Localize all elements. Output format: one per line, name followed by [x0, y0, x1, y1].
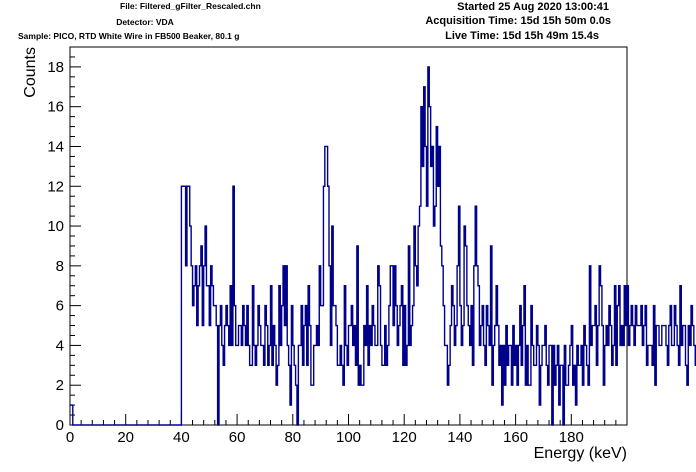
detector-label: Detector: VDA — [116, 17, 174, 27]
y-tick-label: 0 — [56, 417, 64, 434]
acquisition-time-label: Acquisition Time: 15d 15h 50m 0.0s — [425, 15, 611, 27]
x-tick-label: 180 — [559, 429, 584, 446]
y-tick-label: 2 — [56, 377, 64, 394]
sample-label: Sample: PICO, RTD White Wire in FB500 Be… — [18, 31, 240, 41]
y-tick-label: 6 — [56, 298, 64, 315]
y-tick-label: 12 — [47, 178, 64, 195]
axis-tick-labels: 0 20 40 60 80 100 120 140 160 180 0 2 4 6 8 10 12 14 16 18 — [47, 59, 584, 446]
y-tick-label: 14 — [47, 138, 64, 155]
x-axis-title: Energy (keV) — [534, 445, 627, 462]
file-name-label: File: Filtered_gFilter_Rescaled.chn — [120, 1, 261, 11]
y-tick-label: 8 — [56, 258, 64, 275]
x-tick-label: 0 — [66, 429, 74, 446]
y-tick-label: 4 — [56, 337, 64, 354]
x-tick-label: 120 — [392, 429, 417, 446]
x-tick-label: 40 — [173, 429, 190, 446]
x-tick-label: 160 — [503, 429, 528, 446]
y-tick-label: 18 — [47, 59, 64, 76]
x-tick-label: 100 — [336, 429, 361, 446]
x-tick-label: 140 — [447, 429, 472, 446]
live-time-label: Live Time: 15d 15h 49m 15.4s — [445, 30, 599, 42]
spectrum-series-line — [70, 66, 696, 426]
plot-frame — [69, 46, 628, 426]
x-tick-label: 60 — [229, 429, 246, 446]
y-tick-label: 16 — [47, 99, 64, 116]
x-tick-label: 20 — [117, 429, 134, 446]
start-time-label: Started 25 Aug 2020 13:00:41 — [457, 1, 609, 13]
x-tick-label: 80 — [284, 429, 301, 446]
y-tick-label: 10 — [47, 218, 64, 235]
axis-ticks — [69, 46, 628, 426]
y-axis-title: Counts — [22, 47, 39, 98]
